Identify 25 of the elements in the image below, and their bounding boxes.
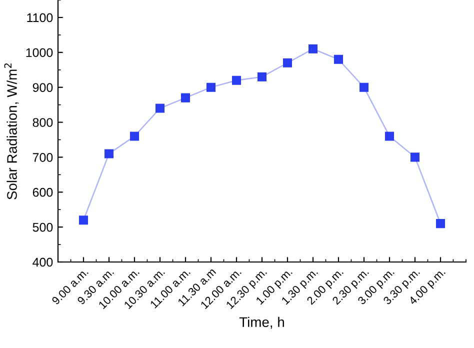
y-tick-label: 1000 [26, 48, 53, 58]
y-tick-label: 900 [32, 83, 53, 92]
point [282, 58, 292, 68]
y-tick-label: 1100 [27, 13, 53, 22]
point [436, 219, 446, 228]
y-tick-label: 400 [32, 258, 53, 267]
x-axis-title: Time, h [239, 316, 284, 329]
point [155, 104, 165, 113]
y-tick-label: 800 [32, 118, 53, 127]
point [180, 93, 190, 102]
point [232, 76, 242, 85]
point [104, 149, 114, 158]
point [308, 44, 318, 54]
point [78, 216, 88, 225]
y-axis-title: Solar Radiation, W/m$^{2}$ [4, 63, 19, 200]
point [334, 54, 344, 64]
y-tick-label: 700 [32, 153, 53, 162]
point [206, 82, 216, 92]
y-tick-label: 600 [32, 188, 53, 197]
point [410, 152, 420, 162]
point [257, 72, 267, 82]
y-tick-label: 500 [32, 222, 53, 232]
point [130, 132, 140, 141]
point [384, 132, 394, 141]
point [359, 82, 369, 92]
